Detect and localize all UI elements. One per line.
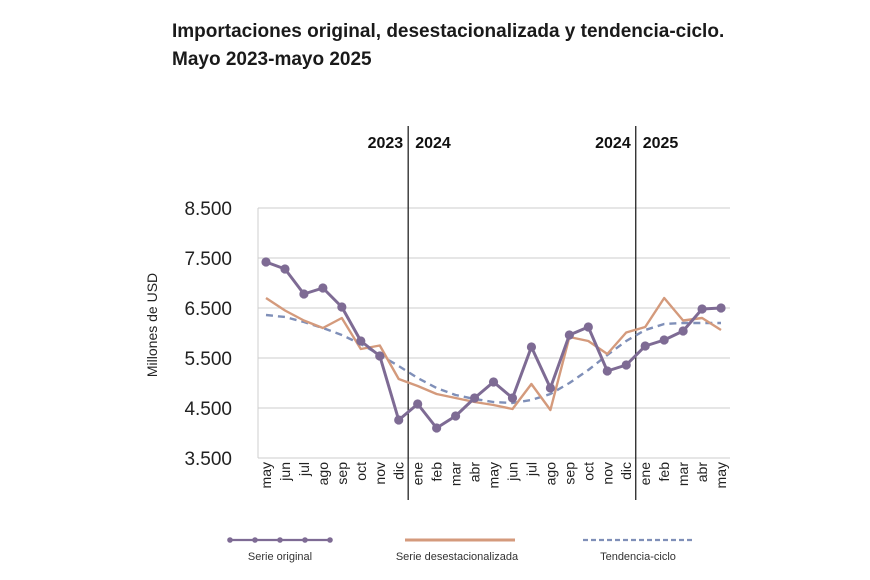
x-tick-label: jul [296, 462, 312, 477]
x-tick-label: abr [467, 462, 483, 483]
year-label: 2025 [643, 135, 679, 152]
legend-item[interactable]: Serie original [227, 537, 333, 563]
x-tick-label: feb [429, 462, 445, 482]
data-point [469, 393, 480, 403]
legend-marker [302, 537, 308, 543]
data-point [583, 322, 593, 332]
year-label: 2024 [595, 135, 631, 152]
legend-label: Serie desestacionalizada [396, 551, 519, 563]
x-tick-label: ago [315, 462, 331, 486]
data-point [564, 330, 574, 340]
x-tick-label: feb [656, 462, 672, 482]
x-tick-label: ene [410, 462, 426, 486]
x-tick-label: sep [334, 462, 350, 485]
x-tick-label: jun [504, 462, 520, 482]
data-point [488, 377, 499, 387]
x-tick-label: jul [523, 462, 539, 477]
data-point [526, 342, 537, 352]
data-point [280, 264, 290, 274]
year-label: 2023 [368, 135, 404, 152]
x-tick-label: nov [599, 462, 615, 485]
x-tick-label: abr [694, 462, 710, 483]
data-point [716, 303, 726, 313]
x-tick-label: dic [391, 462, 407, 480]
legend-marker [252, 537, 258, 543]
data-point [697, 304, 707, 314]
data-point [640, 341, 650, 351]
data-point [413, 399, 423, 409]
x-axis: may jun jul ago sep oct nov dic ene feb mar abr may j… [258, 462, 729, 489]
y-axis: 8.500 7.500 6.500 5.500 4.500 3.500 [184, 199, 259, 470]
data-point [337, 302, 347, 312]
x-tick-label: mar [675, 462, 691, 486]
y-tick-label: 7.500 [184, 249, 232, 270]
year-label: 2024 [415, 135, 451, 152]
data-point [451, 411, 461, 421]
legend-marker [327, 537, 333, 543]
x-tick-label: dic [618, 462, 634, 480]
data-point [261, 257, 271, 267]
x-tick-label: sep [561, 462, 577, 485]
data-point [394, 415, 404, 425]
x-tick-label: jun [277, 462, 293, 482]
data-point [659, 335, 669, 345]
legend-label: Serie original [248, 551, 312, 563]
x-tick-label: mar [448, 462, 464, 486]
x-tick-label: may [258, 462, 274, 488]
x-tick-label: ene [637, 462, 653, 486]
x-tick-label: nov [372, 462, 388, 485]
data-point [621, 360, 631, 370]
legend-item[interactable]: Tendencia-ciclo [583, 538, 692, 563]
data-point [602, 366, 612, 376]
legend-marker [227, 537, 233, 543]
legend-label: Tendencia-ciclo [600, 551, 676, 563]
y-tick-label: 8.500 [184, 199, 232, 220]
data-point [356, 336, 366, 346]
legend: Serie original Serie desestacionalizada Te… [227, 537, 692, 563]
y-axis-title: Millones de USD [144, 273, 160, 377]
data-point [375, 351, 385, 361]
chart-title: Importaciones original, desestacionaliza… [172, 21, 725, 70]
data-point [299, 289, 309, 299]
x-tick-label: ago [542, 462, 558, 486]
year-dividers: 2023 2024 2024 2025 [368, 126, 679, 500]
legend-item[interactable]: Serie desestacionalizada [396, 538, 519, 563]
series-line-tendencia-ciclo [265, 313, 721, 405]
data-point [545, 383, 556, 393]
series-line-serie-desestacionalizada [265, 296, 722, 412]
x-tick-label: oct [353, 462, 369, 481]
y-tick-label: 5.500 [184, 349, 232, 370]
y-tick-label: 3.500 [184, 449, 232, 470]
x-tick-label: may [486, 462, 502, 488]
gridlines [258, 207, 730, 459]
legend-marker [277, 537, 283, 543]
data-point [678, 326, 688, 336]
data-point [432, 423, 442, 433]
data-point [507, 393, 518, 403]
y-tick-label: 6.500 [184, 299, 232, 320]
x-tick-label: oct [580, 462, 596, 481]
y-tick-label: 4.500 [184, 399, 232, 420]
data-point [318, 283, 328, 293]
x-tick-label: may [713, 462, 729, 488]
series-group [261, 257, 726, 433]
